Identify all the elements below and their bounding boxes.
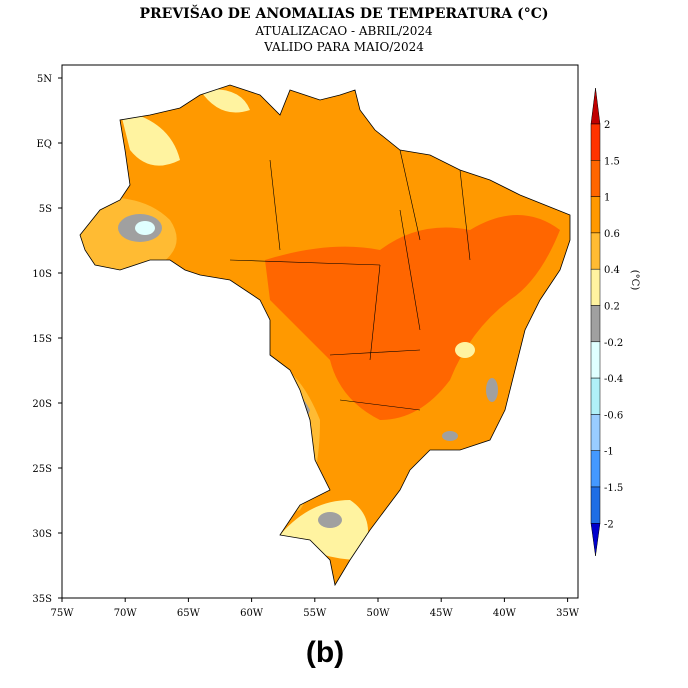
lon-label: 55W bbox=[303, 608, 327, 619]
update-label: ATUALIZACAO - ABRIL/2024 bbox=[255, 24, 433, 38]
colorbar-tick-label: 0.2 bbox=[604, 302, 620, 313]
colorbar-bin bbox=[590, 377, 601, 415]
anomaly-minus-0.2 bbox=[135, 221, 155, 235]
colorbar-bin bbox=[590, 450, 601, 488]
anomaly-0.2-0.4 bbox=[455, 342, 475, 358]
lat-label: EQ bbox=[37, 139, 53, 150]
anomaly-neutral bbox=[486, 378, 498, 402]
colorbar-under-arrow bbox=[590, 523, 601, 557]
colorbar-bin bbox=[590, 160, 601, 197]
colorbar: 2 1.5 1 0.6 0.4 0.2 -0.2 -0.4 -0.6 -1 -1.5 -2 (°C) bbox=[590, 87, 640, 557]
colorbar-bin bbox=[590, 232, 601, 270]
colorbar-tick-label: 1 bbox=[604, 193, 610, 204]
longitude-axis: 75W 70W 65W 60W 55W 50W 45W 40W 35W bbox=[50, 598, 580, 619]
lon-label: 75W bbox=[50, 608, 74, 619]
lat-label: 35S bbox=[32, 594, 52, 605]
colorbar-unit: (°C) bbox=[629, 270, 640, 291]
anomaly-0.2-0.4 bbox=[200, 89, 250, 113]
colorbar-tick-label: -0.6 bbox=[604, 410, 623, 421]
state-borders bbox=[229, 149, 471, 411]
lon-label: 50W bbox=[366, 608, 390, 619]
brazil-outline bbox=[79, 84, 571, 587]
colorbar-tick-label: -1.5 bbox=[604, 483, 623, 494]
colorbar-tick-label: 1.5 bbox=[604, 156, 620, 167]
colorbar-bin bbox=[590, 341, 601, 379]
colorbar-bin bbox=[590, 196, 601, 234]
lat-label: 20S bbox=[32, 399, 52, 410]
latitude-axis: 5N EQ 5S 10S 15S 20S 25S 30S 35S bbox=[32, 74, 62, 605]
anomaly-0.2-0.4 bbox=[120, 110, 180, 166]
anomaly-1-1.5 bbox=[265, 215, 560, 420]
lat-label: 15S bbox=[32, 334, 52, 345]
lat-label: 5N bbox=[37, 74, 52, 85]
colorbar-tick-label: -0.4 bbox=[604, 374, 623, 385]
lon-label: 70W bbox=[114, 608, 138, 619]
lon-label: 40W bbox=[493, 608, 517, 619]
colorbar-tick-label: 2 bbox=[604, 120, 610, 131]
colorbar-tick-label: 0.4 bbox=[604, 265, 620, 276]
lon-label: 45W bbox=[430, 608, 454, 619]
lat-label: 5S bbox=[39, 204, 52, 215]
colorbar-tick-label: -1 bbox=[604, 447, 614, 458]
colorbar-tick-label: -0.2 bbox=[604, 338, 623, 349]
colorbar-bin bbox=[590, 305, 601, 343]
colorbar-tick-label: 0.6 bbox=[604, 229, 620, 240]
lat-label: 30S bbox=[32, 529, 52, 540]
figure-caption: (b) bbox=[305, 636, 345, 669]
colorbar-over-arrow bbox=[590, 87, 601, 125]
colorbar-bin bbox=[590, 268, 601, 306]
lat-label: 10S bbox=[32, 269, 52, 280]
colorbar-bin bbox=[590, 123, 601, 161]
anomaly-neutral bbox=[318, 512, 342, 528]
anomaly-neutral bbox=[442, 431, 458, 441]
map-title: PREVIŠAO DE ANOMALIAS DE TEMPERATURA (°C… bbox=[139, 6, 549, 22]
colorbar-tick-label: -2 bbox=[604, 519, 614, 530]
lon-label: 65W bbox=[177, 608, 201, 619]
validity-label: VALIDO PARA MAIO/2024 bbox=[264, 40, 424, 54]
lon-label: 35W bbox=[556, 608, 580, 619]
colorbar-bin bbox=[590, 414, 601, 451]
lon-label: 60W bbox=[240, 608, 264, 619]
lat-label: 25S bbox=[32, 464, 52, 475]
colorbar-bin bbox=[590, 486, 601, 524]
